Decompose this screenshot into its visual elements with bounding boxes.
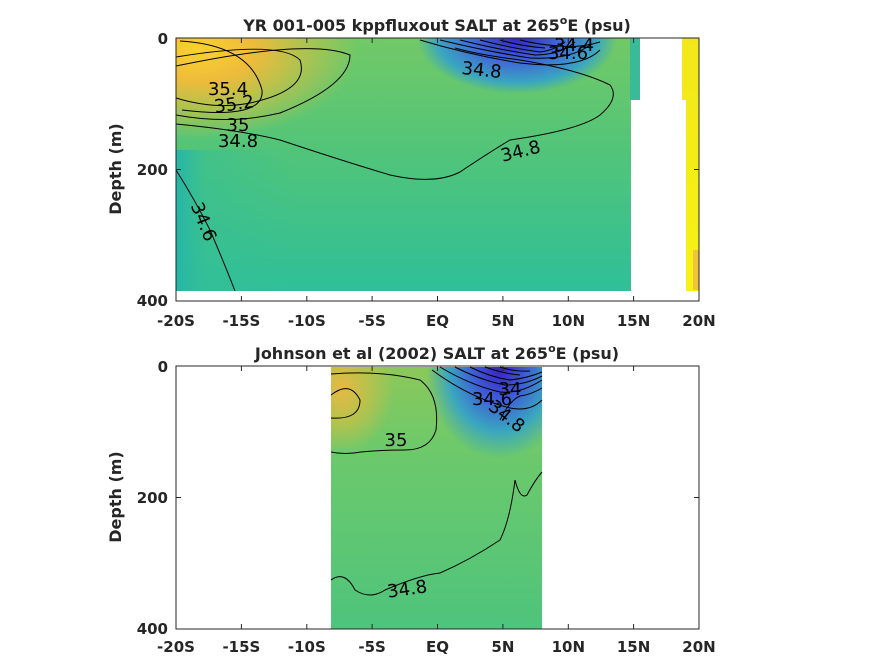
panel-1-field: 35.4 35.2 35 34.8 34.8 34.8 34.6 34.4 34… [176,35,699,301]
x-tick-label: -20S [157,638,195,656]
x-tick-label: 15N [617,312,650,330]
x-tick-label: 20N [682,312,715,330]
x-tick-label: 5N [491,638,514,656]
panel-1-missing-data-lower [631,220,686,301]
panel-1-y-axis-label: Depth (m) [106,123,125,215]
panel-1-y-tick-labels: 0 200 400 [137,30,168,310]
x-tick-label: -5S [358,312,385,330]
panel-2-x-ticks [175,366,700,629]
panel-2-contour-label: 34.6 [472,389,512,410]
panel-1-x-ticks [175,38,700,301]
panel-1-contour-label: 34.8 [461,58,503,83]
panel-1-title-end: E (psu) [567,16,631,35]
x-tick-label: -15S [222,312,260,330]
panel-2-contour-label: 35 [385,430,408,451]
panel-1-contour-label: 34.8 [218,131,258,152]
panel-2-y-tick-labels: 0 200 400 [137,358,168,638]
y-tick-label: 400 [137,620,168,638]
y-tick-label: 0 [158,358,168,376]
y-tick-label: 200 [137,489,168,507]
panel-1-salinity-right-strip-orange [693,250,699,290]
y-tick-label: 400 [137,292,168,310]
panel-1-title-sup: o [560,14,568,27]
x-tick-label: 15N [617,638,650,656]
panel-2-title-sup: o [548,342,556,355]
panel-1-salinity-low-north [176,38,631,291]
panel-1-contour-label: 34.6 [548,43,588,64]
panel-1-missing-data-notch [636,100,686,220]
x-tick-label: -5S [358,638,385,656]
x-tick-label: EQ [426,638,449,656]
panel-2-field: 35 34.8 34 34.6 34.8 [330,366,543,629]
panel-2-contour-lines [330,366,543,596]
x-tick-label: -20S [157,312,195,330]
panel-1-salinity-right-strip [682,38,699,291]
panel-2-contour-label: 34 [499,379,522,400]
y-tick-label: 200 [137,161,168,179]
panel-1-x-tick-labels: -20S -15S -10S -5S EQ 5N 10N 15N 20N [157,312,716,330]
x-tick-label: EQ [426,312,449,330]
x-tick-label: 10N [552,312,585,330]
x-tick-label: -10S [288,638,326,656]
panel-1-contour-label: 35 [227,115,250,136]
x-tick-label: -10S [288,312,326,330]
y-tick-label: 0 [158,30,168,48]
panel-1: YR 001-005 kppfluxout SALT at 265oE (psu… [106,14,716,330]
panel-1-contour-label: 35.4 [208,79,248,100]
panel-1-contour-label: 34.4 [554,35,594,56]
panel-1-contour-lines [176,39,614,292]
panel-2-x-tick-labels: -20S -15S -10S -5S EQ 5N 10N 15N 20N [157,638,716,656]
x-tick-label: 10N [552,638,585,656]
x-tick-label: -15S [222,638,260,656]
panel-1-missing-data-upper [640,38,682,100]
panel-1-title-main: YR 001-005 kppfluxout SALT at 265 [242,16,560,35]
panel-2-y-axis-label: Depth (m) [106,451,125,543]
panel-2-title-main: Johnson et al (2002) SALT at 265 [254,344,548,363]
panel-2-title-end: E (psu) [556,344,620,363]
panel-1-salinity-upper-right [630,38,640,100]
panel-1-title: YR 001-005 kppfluxout SALT at 265oE (psu… [242,14,631,35]
x-tick-label: 5N [491,312,514,330]
panel-1-contour-labels: 35.4 35.2 35 34.8 34.8 34.8 34.6 34.4 34… [186,35,594,244]
panel-2-title: Johnson et al (2002) SALT at 265oE (psu) [254,342,619,363]
x-tick-label: 20N [682,638,715,656]
panel-2: Johnson et al (2002) SALT at 265oE (psu)… [106,342,716,656]
